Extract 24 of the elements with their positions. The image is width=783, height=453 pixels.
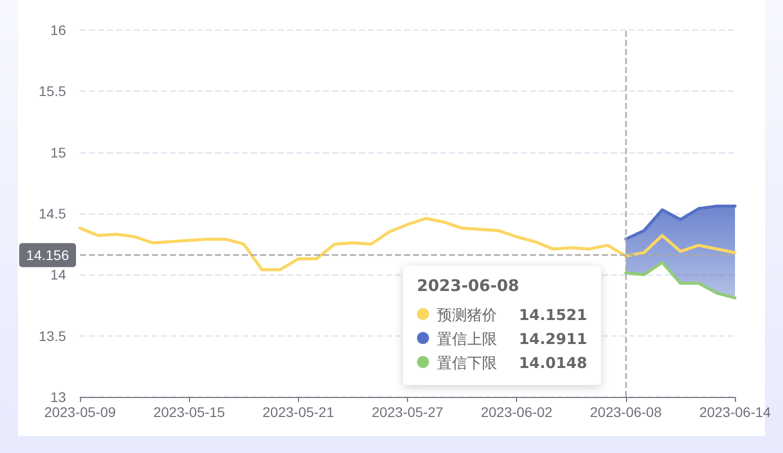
y-tick-label: 15 xyxy=(50,144,66,160)
x-tick-label: 2023-06-14 xyxy=(699,404,772,420)
y-tick-label: 13.5 xyxy=(38,328,66,344)
x-tick-label: 2023-05-09 xyxy=(44,404,116,420)
x-tick-label: 2023-06-08 xyxy=(590,404,662,420)
annotation: 14.2911 xyxy=(518,330,588,348)
y-tick-label: 15.5 xyxy=(38,83,66,100)
line-series xyxy=(624,260,736,300)
y-tick-label: 14 xyxy=(50,266,66,283)
annotation: 14.1521 xyxy=(518,306,588,324)
y-tick-label: 13 xyxy=(50,389,66,405)
x-tick-label: 2023-05-15 xyxy=(153,404,226,420)
legend-label: 置信上限 xyxy=(436,330,497,348)
x-tick-label: 2023-05-21 xyxy=(262,404,334,420)
ref-line-label: 14.156 xyxy=(26,247,70,264)
x-tick-label: 2023-06-02 xyxy=(480,404,553,420)
line-series xyxy=(78,216,736,272)
legend-label: 预测猪价 xyxy=(436,306,497,324)
annotation: 14.0148 xyxy=(518,354,588,372)
y-tick-label: 14.5 xyxy=(38,206,66,222)
legend-label: 置信下限 xyxy=(436,354,497,372)
legend-title: 2023-06-08 xyxy=(416,276,520,295)
x-tick-label: 2023-05-27 xyxy=(372,404,444,420)
y-tick-label: 16 xyxy=(50,22,66,38)
